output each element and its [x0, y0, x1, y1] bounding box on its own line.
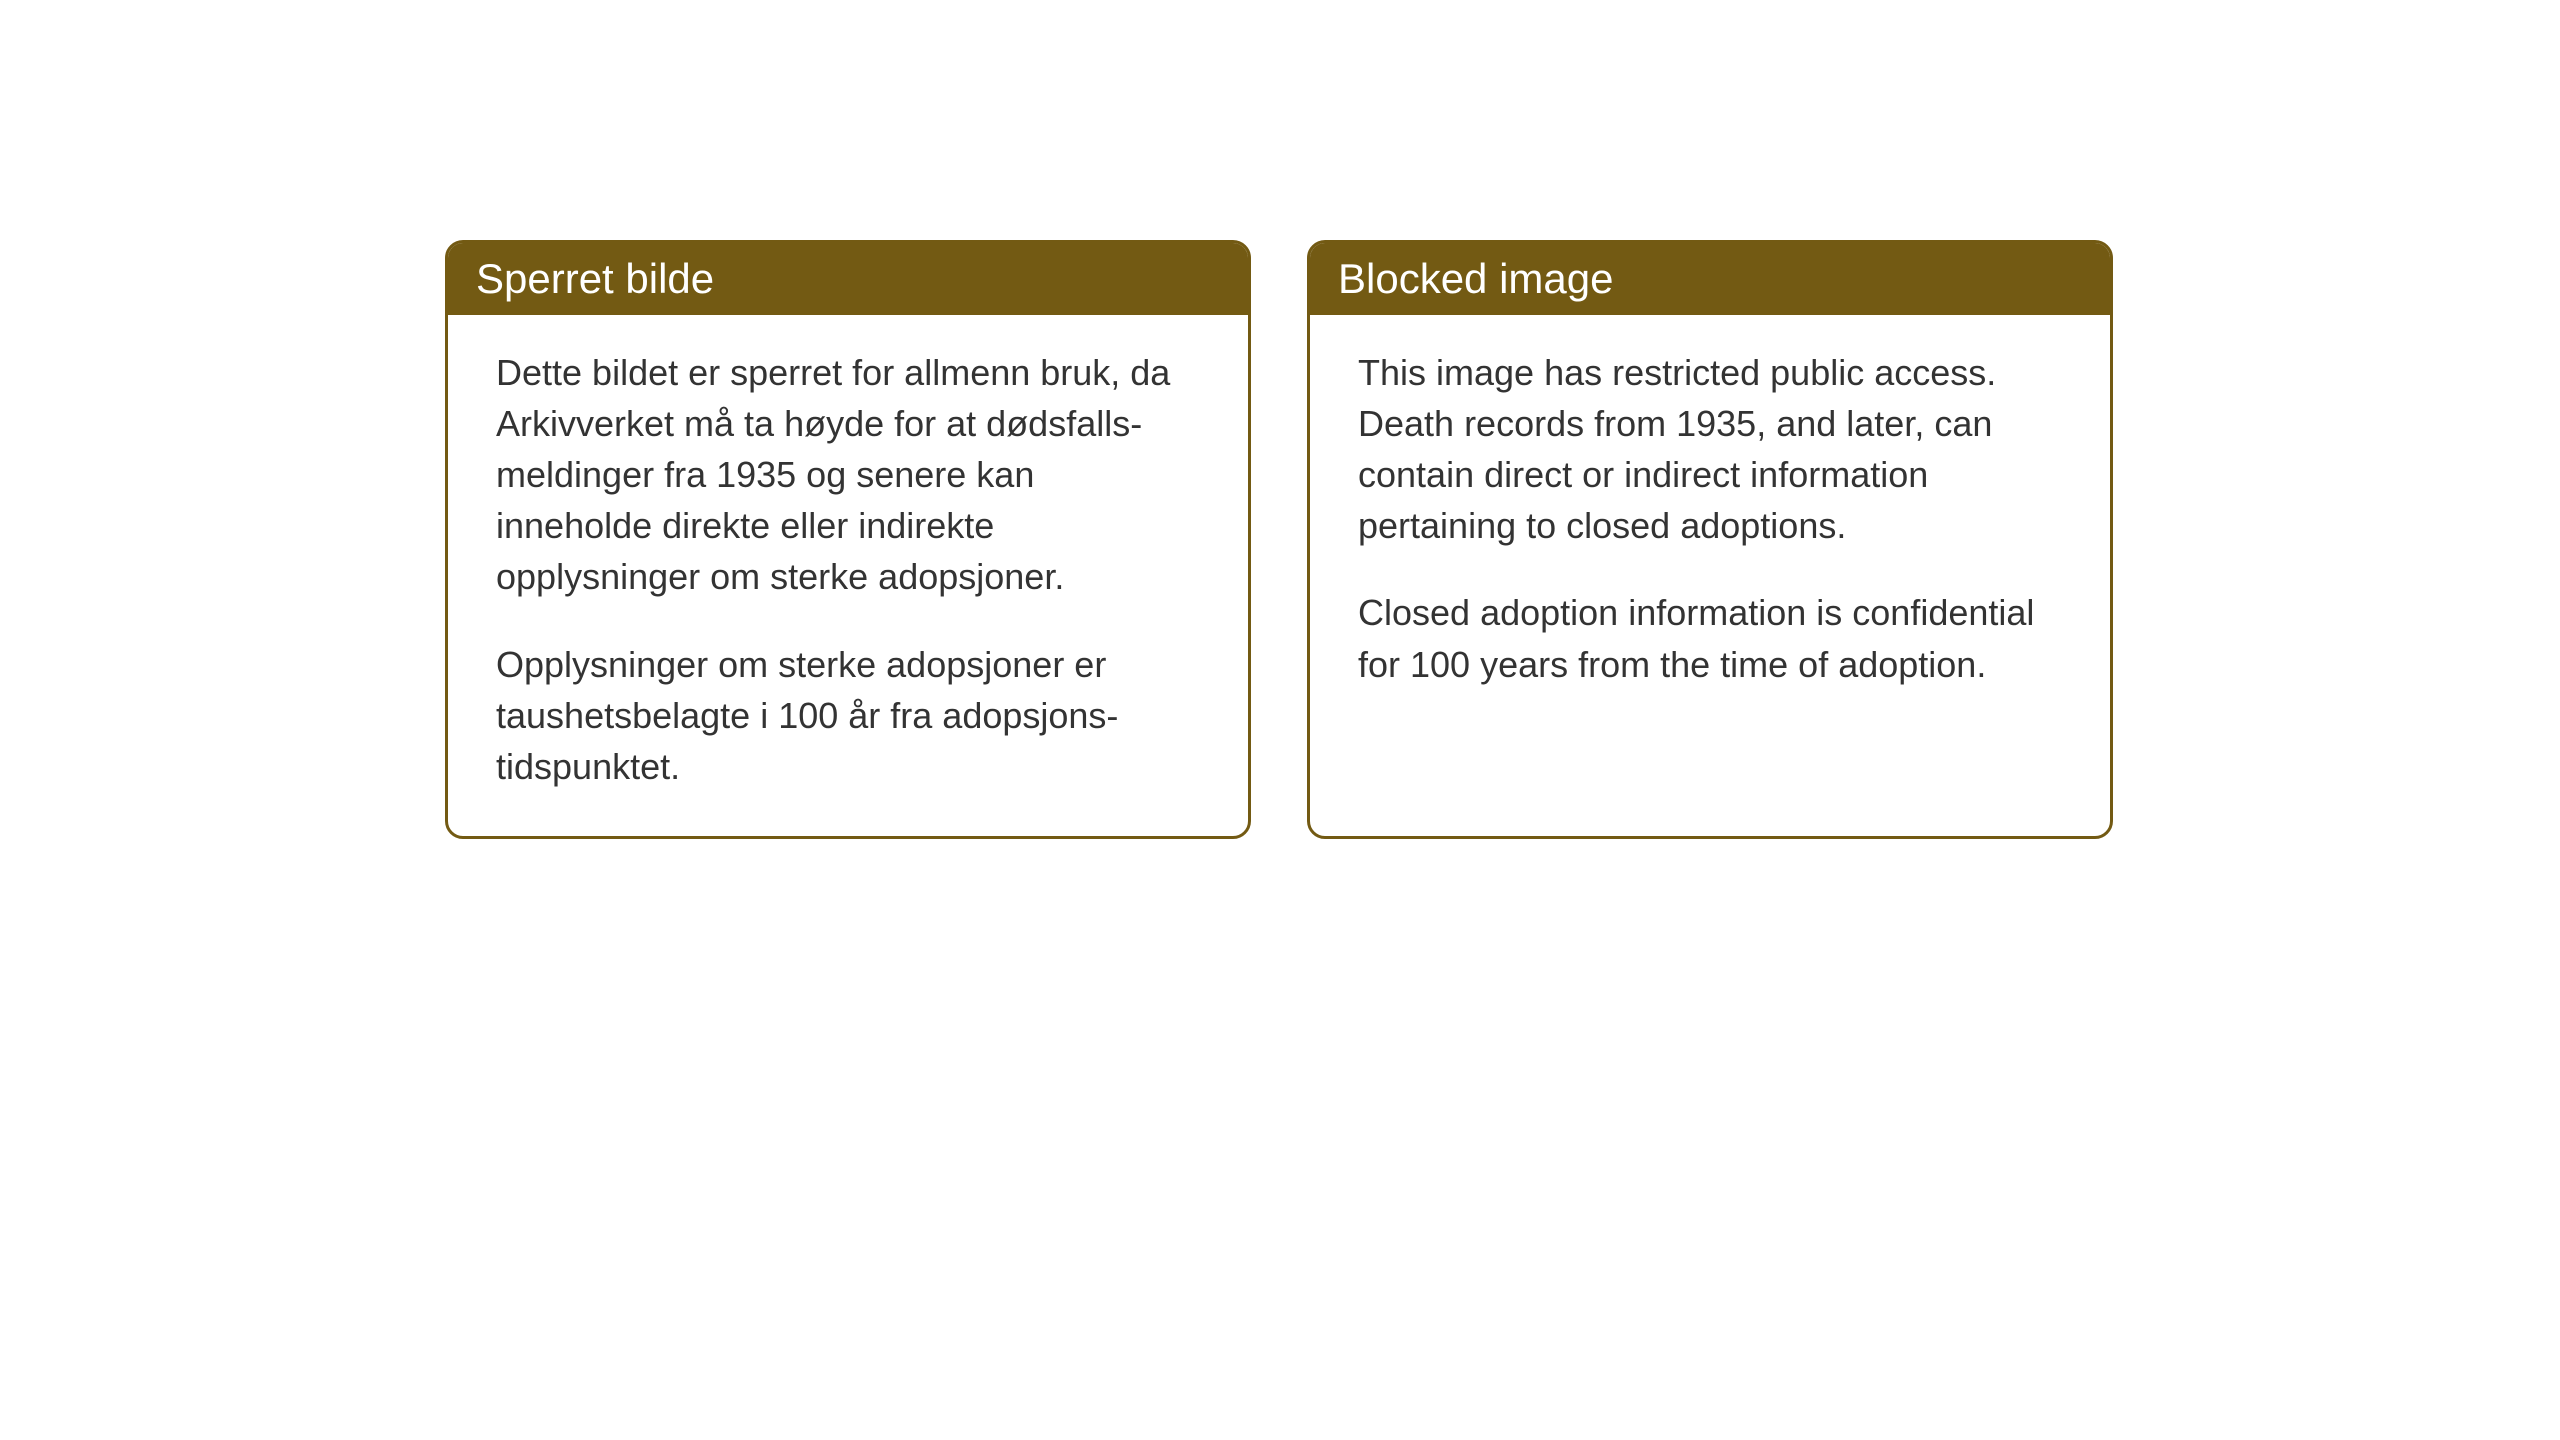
norwegian-paragraph-2: Opplysninger om sterke adopsjoner er tau…: [496, 639, 1200, 792]
english-card-title: Blocked image: [1310, 243, 2110, 315]
norwegian-card-body: Dette bildet er sperret for allmenn bruk…: [448, 315, 1248, 836]
english-card-body: This image has restricted public access.…: [1310, 315, 2110, 734]
english-notice-card: Blocked image This image has restricted …: [1307, 240, 2113, 839]
english-paragraph-2: Closed adoption information is confident…: [1358, 587, 2062, 689]
norwegian-card-title: Sperret bilde: [448, 243, 1248, 315]
norwegian-paragraph-1: Dette bildet er sperret for allmenn bruk…: [496, 347, 1200, 603]
norwegian-notice-card: Sperret bilde Dette bildet er sperret fo…: [445, 240, 1251, 839]
english-paragraph-1: This image has restricted public access.…: [1358, 347, 2062, 551]
cards-container: Sperret bilde Dette bildet er sperret fo…: [445, 240, 2113, 839]
